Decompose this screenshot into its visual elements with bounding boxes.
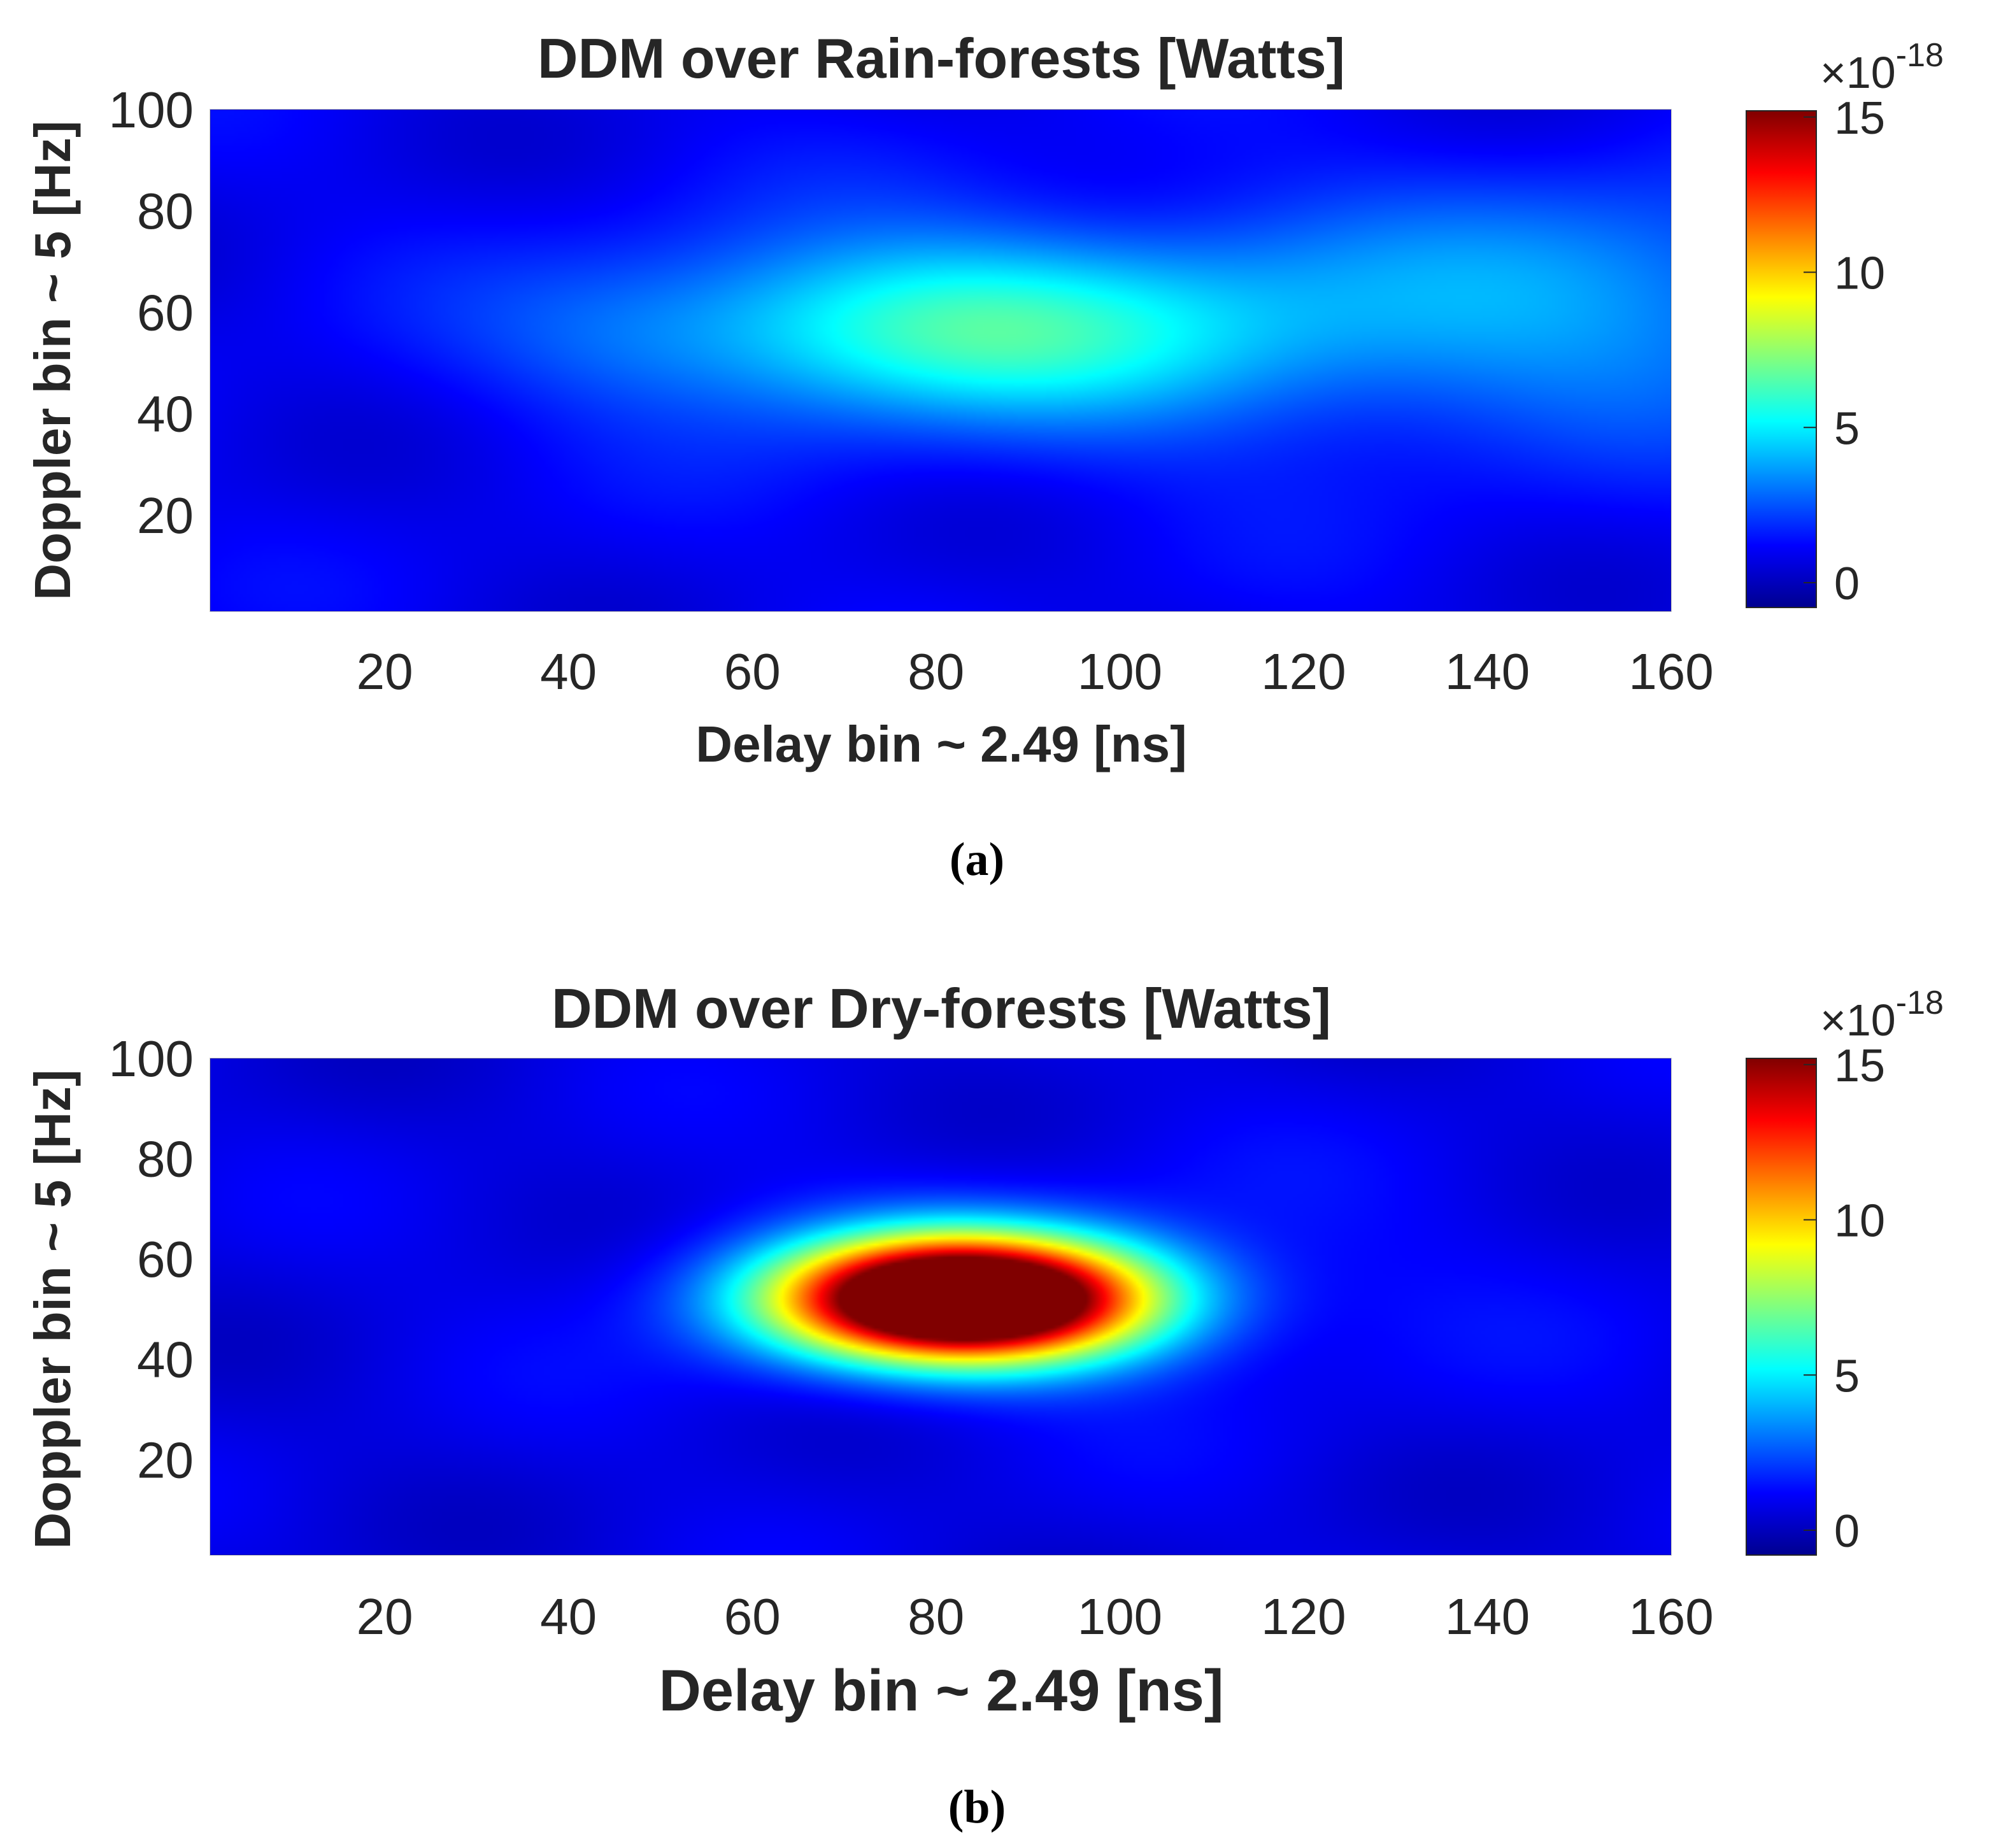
colorbar-b — [1746, 1058, 1817, 1556]
panel-b: DDM over Dry-forests [Watts] 20 40 60 80 100… — [24, 977, 1944, 1833]
colorbar-tick-labels-a: 0 5 10 15 — [1804, 93, 1885, 609]
chart-title-a: DDM over Rain-forests [Watts] — [538, 27, 1345, 90]
colorbar-tick-label: 10 — [1834, 248, 1885, 299]
y-axis-label-b: Doppler bin ~ 5 [Hz] — [24, 1069, 81, 1549]
colorbar-tick-label: 15 — [1834, 93, 1885, 144]
y-tick-label: 80 — [137, 1131, 194, 1188]
panel-label-b: (b) — [948, 1781, 1006, 1833]
x-tick-label: 40 — [540, 643, 597, 700]
y-tick-label: 40 — [137, 1332, 194, 1388]
x-tick-label: 40 — [540, 1588, 597, 1645]
x-tick-label: 100 — [1078, 643, 1162, 700]
y-tick-label: 20 — [137, 1432, 194, 1488]
x-tick-label: 60 — [724, 643, 781, 700]
x-tick-label: 60 — [724, 1588, 781, 1645]
colorbar-a — [1746, 110, 1817, 608]
x-tick-label: 140 — [1445, 643, 1530, 700]
colorbar-tick-label: 10 — [1834, 1196, 1885, 1247]
x-axis-label-a: Delay bin ~ 2.49 [ns] — [695, 716, 1186, 772]
plot-frame-a — [210, 109, 1672, 612]
panel-label-a: (a) — [950, 834, 1004, 886]
x-tick-label: 140 — [1445, 1588, 1530, 1645]
x-tick-label: 120 — [1261, 1588, 1346, 1645]
x-tick-label: 160 — [1628, 1588, 1713, 1645]
colorbar-tick-labels-b: 0 5 10 15 — [1804, 1041, 1885, 1557]
heatmap-plot-area-b — [210, 1058, 1671, 1555]
x-tick-label: 160 — [1628, 643, 1713, 700]
colorbar-tick-label: 0 — [1834, 558, 1860, 609]
x-tick-label: 20 — [357, 643, 413, 700]
panel-a: DDM over Rain-forests [Watts] 20 40 60 80 10… — [24, 27, 1944, 886]
plot-frame-b — [210, 1058, 1672, 1556]
x-tick-label: 100 — [1078, 1588, 1162, 1645]
x-tick-label: 120 — [1261, 643, 1346, 700]
y-tick-label: 100 — [109, 82, 194, 138]
y-tick-label: 60 — [137, 1231, 194, 1288]
colorbar-tick-label: 5 — [1834, 403, 1860, 454]
y-tick-label: 20 — [137, 487, 194, 544]
y-tick-label: 100 — [109, 1030, 194, 1087]
y-tick-label: 40 — [137, 386, 194, 443]
y-tick-labels-a: 20 40 60 80 100 — [109, 82, 194, 544]
x-axis-label-b: Delay bin ~ 2.49 [ns] — [659, 1658, 1223, 1723]
colorbar-exponent-a: ×10-18 — [1820, 37, 1944, 97]
y-tick-label: 60 — [137, 284, 194, 341]
heatmap-plot-area-a — [210, 110, 1671, 611]
x-tick-labels-a: 20 40 60 80 100 120 140 160 — [357, 643, 1714, 700]
colorbar-exponent-b: ×10-18 — [1820, 984, 1944, 1045]
y-axis-label-a: Doppler bin ~ 5 [Hz] — [24, 120, 81, 600]
heatmap-canvas-b — [210, 1058, 1671, 1555]
y-tick-labels-b: 20 40 60 80 100 — [109, 1030, 194, 1488]
y-tick-label: 80 — [137, 183, 194, 239]
x-tick-label: 20 — [357, 1588, 413, 1645]
x-tick-label: 80 — [908, 643, 964, 700]
x-tick-label: 80 — [908, 1588, 964, 1645]
heatmap-canvas-a — [210, 110, 1671, 611]
colorbar-tick-label: 0 — [1834, 1506, 1860, 1557]
colorbar-tick-label: 15 — [1834, 1041, 1885, 1091]
x-tick-labels-b: 20 40 60 80 100 120 140 160 — [357, 1588, 1714, 1645]
colorbar-tick-label: 5 — [1834, 1351, 1860, 1402]
chart-title-b: DDM over Dry-forests [Watts] — [552, 977, 1331, 1040]
